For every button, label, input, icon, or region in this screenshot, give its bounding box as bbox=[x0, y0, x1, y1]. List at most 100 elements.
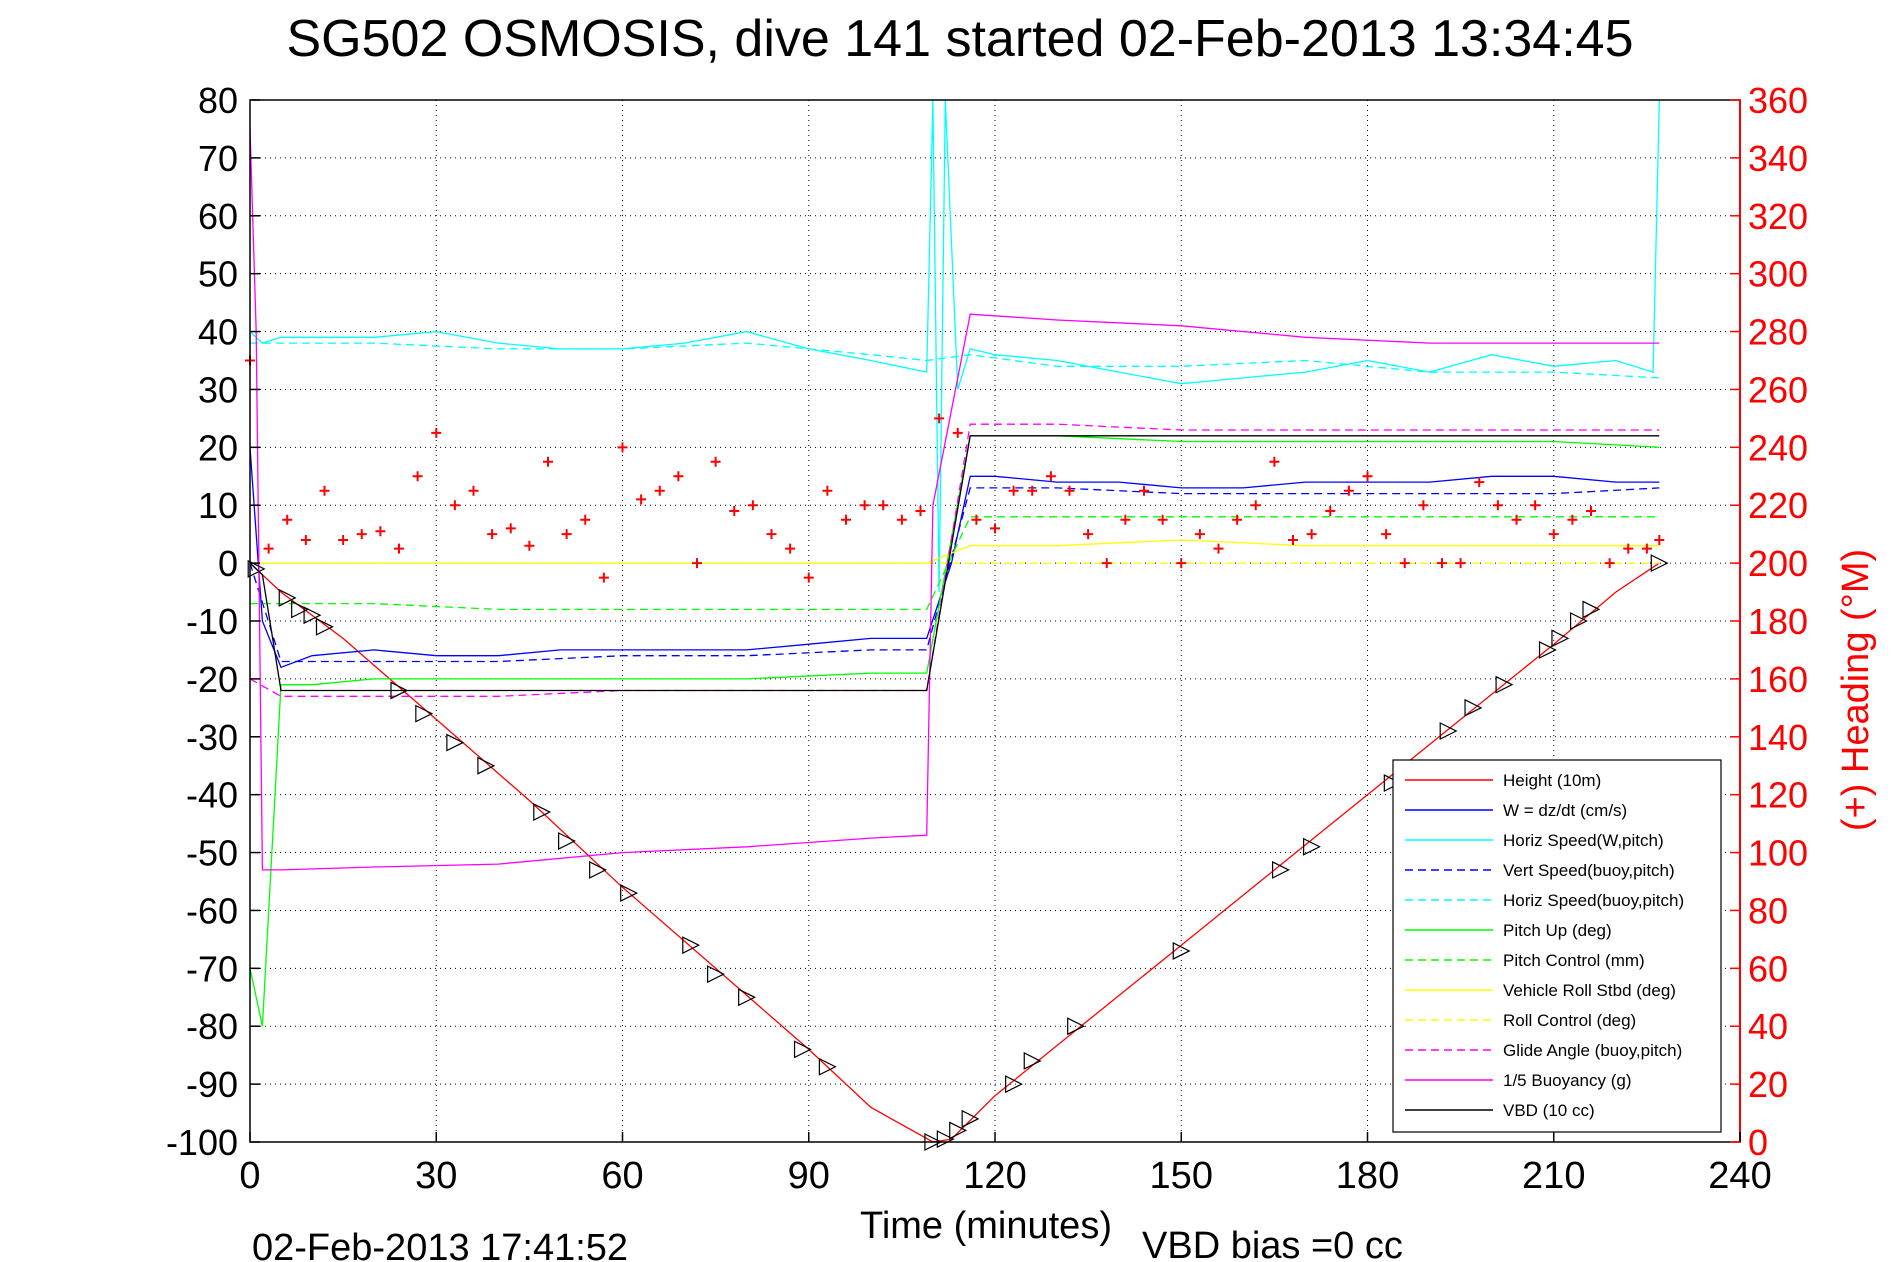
heading-marker bbox=[1120, 514, 1131, 525]
y2-tick-label: 220 bbox=[1748, 485, 1808, 526]
legend-label: Vert Speed(buoy,pitch) bbox=[1503, 861, 1675, 880]
y-tick-label: 20 bbox=[198, 427, 238, 468]
vbd-marker bbox=[533, 803, 552, 822]
y2-tick-label: 240 bbox=[1748, 427, 1808, 468]
series-line-11 bbox=[249, 435, 1660, 692]
y-tick-label: -70 bbox=[186, 948, 238, 989]
vbd-marker bbox=[589, 860, 608, 879]
heading-marker bbox=[934, 413, 945, 424]
legend-label: 1/5 Buoyancy (g) bbox=[1503, 1071, 1632, 1090]
y-tick-label: -100 bbox=[166, 1122, 238, 1163]
heading-marker bbox=[859, 500, 870, 511]
heading-marker bbox=[673, 471, 684, 482]
heading-marker bbox=[1418, 500, 1429, 511]
vbd-marker bbox=[247, 559, 266, 578]
heading-marker bbox=[1157, 514, 1168, 525]
vbd-marker bbox=[415, 704, 434, 723]
legend-label: Vehicle Roll Stbd (deg) bbox=[1503, 981, 1676, 1000]
heading-marker bbox=[468, 485, 479, 496]
heading-marker bbox=[1437, 558, 1447, 569]
heading-marker bbox=[654, 485, 665, 496]
heading-marker bbox=[747, 500, 758, 511]
heading-marker bbox=[1455, 558, 1466, 569]
y-tick-label: -50 bbox=[186, 833, 238, 874]
y2-tick-label: 160 bbox=[1748, 659, 1808, 700]
heading-marker bbox=[952, 427, 963, 438]
vbd-marker bbox=[1067, 1017, 1086, 1036]
heading-marker bbox=[617, 442, 628, 453]
heading-marker bbox=[1586, 506, 1596, 517]
y-tick-label: 10 bbox=[198, 485, 238, 526]
vbd-marker bbox=[1172, 941, 1191, 960]
series-layer bbox=[245, 99, 1669, 1151]
y2-tick-label: 40 bbox=[1748, 1006, 1788, 1047]
series-line-10 bbox=[249, 128, 1660, 871]
legend-label: VBD (10 cc) bbox=[1503, 1101, 1595, 1120]
vbd-marker bbox=[315, 617, 334, 636]
x-tick-label: 210 bbox=[1522, 1155, 1585, 1197]
series-line-3 bbox=[249, 487, 1660, 663]
heading-marker bbox=[1362, 471, 1373, 482]
vbd-marker bbox=[278, 588, 297, 607]
y2-tick-label: 20 bbox=[1748, 1064, 1788, 1105]
vbd-marker bbox=[1464, 698, 1483, 717]
legend: Height (10m) W = dz/dt (cm/s) Horiz Speed(… bbox=[1392, 759, 1722, 1133]
heading-marker bbox=[1399, 558, 1410, 569]
heading-marker bbox=[1548, 529, 1559, 540]
heading-marker bbox=[878, 500, 889, 511]
vbd-marker bbox=[936, 1130, 955, 1149]
heading-marker bbox=[710, 456, 721, 467]
heading-marker bbox=[1269, 456, 1280, 467]
y2-tick-label: 340 bbox=[1748, 138, 1808, 179]
legend-label: Pitch Control (mm) bbox=[1503, 951, 1645, 970]
heading-marker bbox=[1511, 514, 1522, 525]
heading-marker bbox=[915, 506, 926, 517]
series-line-6 bbox=[250, 516, 1660, 611]
legend-label: Height (10m) bbox=[1503, 771, 1601, 790]
vbd-marker bbox=[1582, 600, 1601, 619]
axes bbox=[249, 99, 1741, 1143]
tick-labels: 0 30 60 90 120 150 180 210 24080706050403020100-… bbox=[166, 80, 1808, 1197]
y2-tick-label: 260 bbox=[1748, 369, 1808, 410]
vbd-marker bbox=[1005, 1075, 1023, 1094]
y-tick-label: 60 bbox=[198, 196, 238, 237]
heading-marker bbox=[1492, 500, 1503, 511]
heading-marker bbox=[1604, 558, 1615, 569]
y-tick-label: -40 bbox=[186, 775, 238, 816]
y2-tick-label: 360 bbox=[1748, 80, 1808, 121]
vbd-marker bbox=[949, 1121, 968, 1140]
series-line-5 bbox=[249, 435, 1660, 1027]
series-line-4 bbox=[250, 342, 1660, 379]
vbd-marker bbox=[1551, 629, 1570, 648]
y2-tick-label: 320 bbox=[1748, 196, 1808, 237]
y-tick-label: -30 bbox=[186, 717, 238, 758]
legend-label: W = dz/dt (cm/s) bbox=[1503, 801, 1627, 820]
heading-marker bbox=[1194, 529, 1205, 540]
vbd-marker bbox=[477, 756, 496, 775]
vbd-marker bbox=[738, 988, 757, 1007]
heading-marker bbox=[766, 529, 777, 540]
heading-marker bbox=[1176, 558, 1187, 569]
heading-marker bbox=[729, 506, 740, 517]
y2-tick-label: 100 bbox=[1748, 833, 1808, 874]
heading-marker bbox=[1641, 543, 1652, 554]
heading-marker bbox=[636, 494, 647, 505]
x-tick-label: 30 bbox=[415, 1155, 457, 1197]
y2-tick-label: 300 bbox=[1748, 254, 1808, 295]
x-tick-label: 150 bbox=[1150, 1155, 1213, 1197]
legend-label: Pitch Up (deg) bbox=[1503, 921, 1612, 940]
heading-marker bbox=[1083, 529, 1094, 540]
y2-axis-label: (+) Heading (°M) bbox=[1835, 549, 1877, 831]
heading-marker bbox=[1567, 514, 1578, 525]
y2-tick-label: 120 bbox=[1748, 775, 1808, 816]
heading-marker bbox=[561, 529, 572, 540]
y2-tick-label: 200 bbox=[1748, 543, 1808, 584]
y-tick-label: 70 bbox=[198, 138, 238, 179]
heading-marker bbox=[841, 514, 851, 525]
vbd-marker bbox=[620, 884, 639, 903]
heading-marker bbox=[1027, 485, 1038, 496]
heading-marker bbox=[412, 471, 423, 482]
series-line-1 bbox=[249, 447, 1660, 669]
heading-marker bbox=[803, 572, 814, 583]
